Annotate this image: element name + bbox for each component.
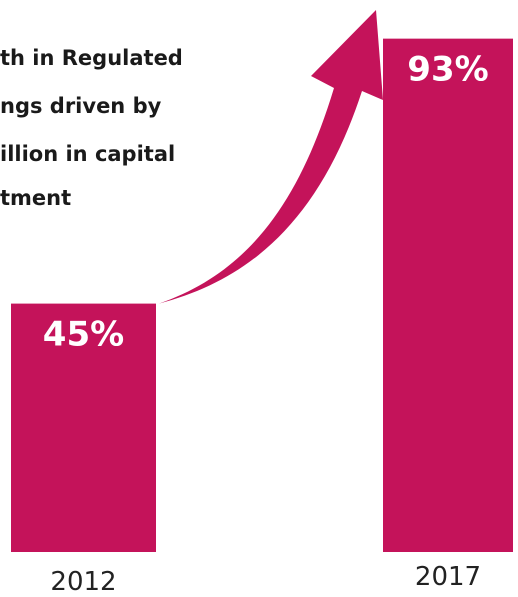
bars-layer: [11, 38, 513, 552]
x-tick-label-2017: 2017: [415, 562, 481, 592]
growth-arrow: [159, 10, 383, 304]
bar-2012: [11, 303, 156, 552]
annotation-line-2: ngs driven by: [0, 94, 162, 118]
value-label-2012: 45%: [43, 315, 124, 355]
bar-2017: [383, 38, 513, 552]
labels-layer: 45% 2012 93% 2017: [43, 50, 489, 597]
value-label-2017: 93%: [407, 50, 488, 90]
annotation-line-1: th in Regulated: [0, 46, 183, 70]
annotation-line-3: illion in capital: [0, 142, 176, 166]
x-tick-label-2012: 2012: [50, 567, 116, 597]
annotation-line-4: tment: [0, 186, 72, 210]
